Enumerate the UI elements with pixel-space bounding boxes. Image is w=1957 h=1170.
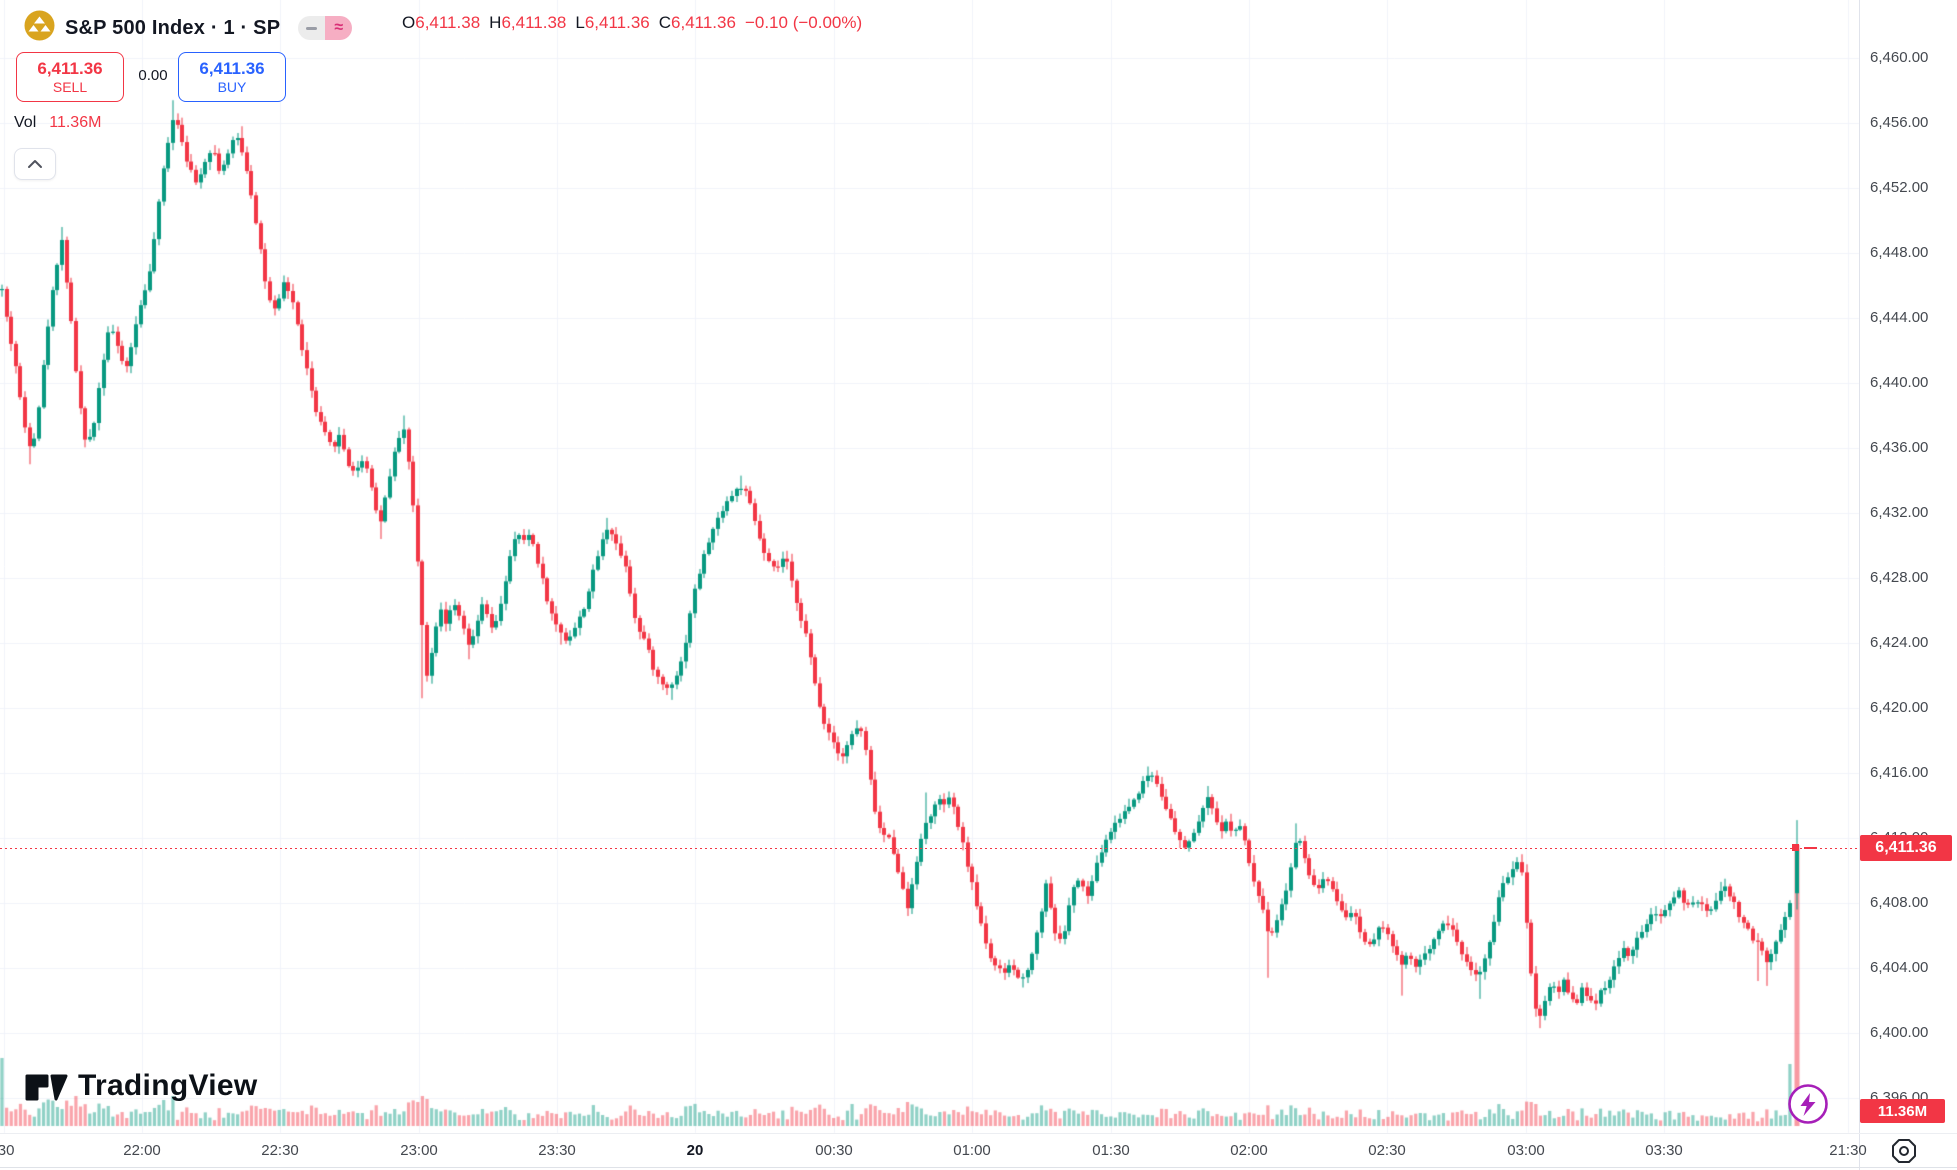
sell-button[interactable]: 6,411.36 SELL <box>16 52 124 102</box>
timezone-settings-button[interactable] <box>1888 1136 1920 1166</box>
price-axis[interactable]: 6,460.00 6,456.00 6,452.00 6,448.00 6,444.00… <box>1859 0 1957 1170</box>
time-tick-label: 22:00 <box>123 1142 161 1159</box>
high-label: H <box>489 13 502 32</box>
buy-label: BUY <box>217 78 247 95</box>
chevron-up-icon <box>28 160 42 168</box>
price-tick-label: 6,460.00 <box>1870 49 1929 66</box>
price-tick-label: 6,404.00 <box>1870 959 1929 976</box>
approx-icon[interactable]: ≈ <box>325 16 353 40</box>
symbol-legend[interactable]: S&P 500 Index · 1 · SP ≈ <box>24 10 353 46</box>
close-value: 6,411.36 <box>671 13 736 32</box>
watermark-text: TradingView <box>78 1069 258 1102</box>
symbol-logo-icon <box>24 10 55 46</box>
price-tick-label: 6,444.00 <box>1870 309 1929 326</box>
time-tick-label: 20 <box>686 1142 704 1159</box>
time-tick-label: 22:30 <box>261 1142 299 1159</box>
current-price-line <box>0 848 1859 849</box>
price-tick-label: 6,424.00 <box>1870 634 1929 651</box>
sell-label: SELL <box>52 78 88 95</box>
current-volume-axis-label: 11.36M <box>1860 1099 1945 1123</box>
close-label: C <box>658 13 672 32</box>
time-tick-label: 00:30 <box>815 1142 853 1159</box>
price-line-marker <box>1792 844 1799 851</box>
legend-source-toggle[interactable]: ≈ <box>298 16 353 40</box>
time-axis[interactable]: :30 22:00 22:30 23:00 23:30 20 00:30 01:00 01:30… <box>0 1133 1957 1168</box>
time-tick-label: 23:30 <box>538 1142 576 1159</box>
time-tick-label: 21:30 <box>1829 1142 1867 1159</box>
volume-value: 11.36M <box>49 114 102 131</box>
time-tick-label: 23:00 <box>400 1142 438 1159</box>
minus-icon[interactable] <box>298 16 326 40</box>
time-tick-label: 03:00 <box>1507 1142 1545 1159</box>
lightning-button[interactable] <box>1787 1083 1829 1125</box>
collapse-legend-button[interactable] <box>14 148 56 180</box>
tradingview-logo-icon <box>25 1074 68 1101</box>
ohlc-readout: O6,411.38 H6,411.38 L6,411.36 C6,411.36 … <box>402 13 862 33</box>
buy-price: 6,411.36 <box>199 59 265 79</box>
price-tick-label: 6,452.00 <box>1870 179 1929 196</box>
price-tick-label: 6,456.00 <box>1870 114 1929 131</box>
current-price-axis-label: 6,411.36 <box>1860 835 1952 861</box>
price-tick-label: 6,440.00 <box>1870 374 1929 391</box>
volume-legend: Vol 11.36M <box>14 114 101 132</box>
low-value: 6,411.36 <box>584 13 650 32</box>
price-tick-label: 6,448.00 <box>1870 244 1929 261</box>
volume-label: Vol <box>14 114 37 131</box>
sell-price: 6,411.36 <box>37 59 103 79</box>
price-tick-label: 6,408.00 <box>1870 894 1929 911</box>
price-tick-label: 6,400.00 <box>1870 1024 1929 1041</box>
price-tick-label: 6,420.00 <box>1870 699 1929 716</box>
tradingview-watermark[interactable]: TradingView <box>24 1068 257 1104</box>
change-value: −0.10 (−0.00%) <box>744 13 863 32</box>
time-tick-label: 02:30 <box>1368 1142 1406 1159</box>
price-line-dash <box>1804 847 1817 849</box>
price-tick-label: 6,428.00 <box>1870 569 1929 586</box>
open-label: O <box>402 13 416 32</box>
buy-button[interactable]: 6,411.36 BUY <box>178 52 286 102</box>
time-tick-label: 03:30 <box>1645 1142 1683 1159</box>
open-value: 6,411.38 <box>415 13 481 32</box>
symbol-title: S&P 500 Index · 1 · SP <box>65 16 281 39</box>
lightning-icon <box>1788 1084 1828 1124</box>
time-tick-label: 01:00 <box>953 1142 991 1159</box>
high-value: 6,411.38 <box>501 13 567 32</box>
price-tick-label: 6,432.00 <box>1870 504 1929 521</box>
low-label: L <box>575 13 585 32</box>
price-tick-label: 6,436.00 <box>1870 439 1929 456</box>
time-tick-label: :30 <box>0 1142 15 1159</box>
spread-value: 0.00 <box>138 67 168 84</box>
price-tick-label: 6,416.00 <box>1870 764 1929 781</box>
time-tick-label: 01:30 <box>1092 1142 1130 1159</box>
time-tick-label: 02:00 <box>1230 1142 1268 1159</box>
gear-icon <box>1892 1139 1916 1163</box>
